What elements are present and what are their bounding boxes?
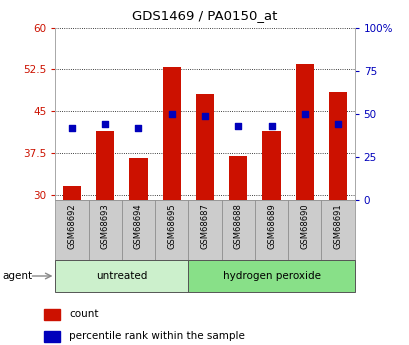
Text: GSM68693: GSM68693 (101, 203, 110, 249)
Bar (121, 200, 155, 260)
Point (267, 123, 274, 129)
Bar (129, 158, 147, 200)
Text: percentile rank within the sample: percentile rank within the sample (69, 331, 244, 341)
Bar (55, 200, 88, 260)
Bar (229, 156, 247, 200)
Text: agent: agent (2, 271, 32, 281)
Bar (188, 260, 354, 292)
Bar (45, 331, 60, 342)
Point (234, 123, 241, 129)
Text: GSM68688: GSM68688 (233, 203, 242, 249)
Bar (254, 200, 288, 260)
Bar (321, 200, 354, 260)
Bar (262, 130, 280, 200)
Bar (288, 200, 321, 260)
Point (168, 111, 175, 117)
Bar (196, 95, 213, 200)
Point (334, 121, 340, 127)
Bar (55, 260, 188, 292)
Bar (45, 309, 60, 320)
Text: GSM68691: GSM68691 (333, 203, 342, 249)
Bar (63, 186, 81, 200)
Bar (162, 67, 180, 200)
Point (135, 125, 142, 130)
Text: GSM68692: GSM68692 (67, 203, 76, 249)
Text: GSM68694: GSM68694 (134, 203, 143, 249)
Bar (188, 200, 221, 260)
Point (102, 121, 108, 127)
Text: GSM68695: GSM68695 (167, 203, 176, 249)
Bar (295, 64, 313, 200)
Bar (88, 200, 121, 260)
Point (69, 125, 75, 130)
Text: GSM68687: GSM68687 (200, 203, 209, 249)
Text: GDS1469 / PA0150_at: GDS1469 / PA0150_at (132, 9, 277, 22)
Bar (155, 200, 188, 260)
Bar (96, 130, 114, 200)
Text: GSM68690: GSM68690 (299, 203, 308, 249)
Text: count: count (69, 309, 98, 319)
Text: untreated: untreated (96, 271, 147, 281)
Point (201, 113, 208, 118)
Bar (221, 200, 254, 260)
Text: GSM68689: GSM68689 (266, 203, 275, 249)
Point (301, 111, 307, 117)
Bar (328, 91, 346, 200)
Text: hydrogen peroxide: hydrogen peroxide (222, 271, 320, 281)
